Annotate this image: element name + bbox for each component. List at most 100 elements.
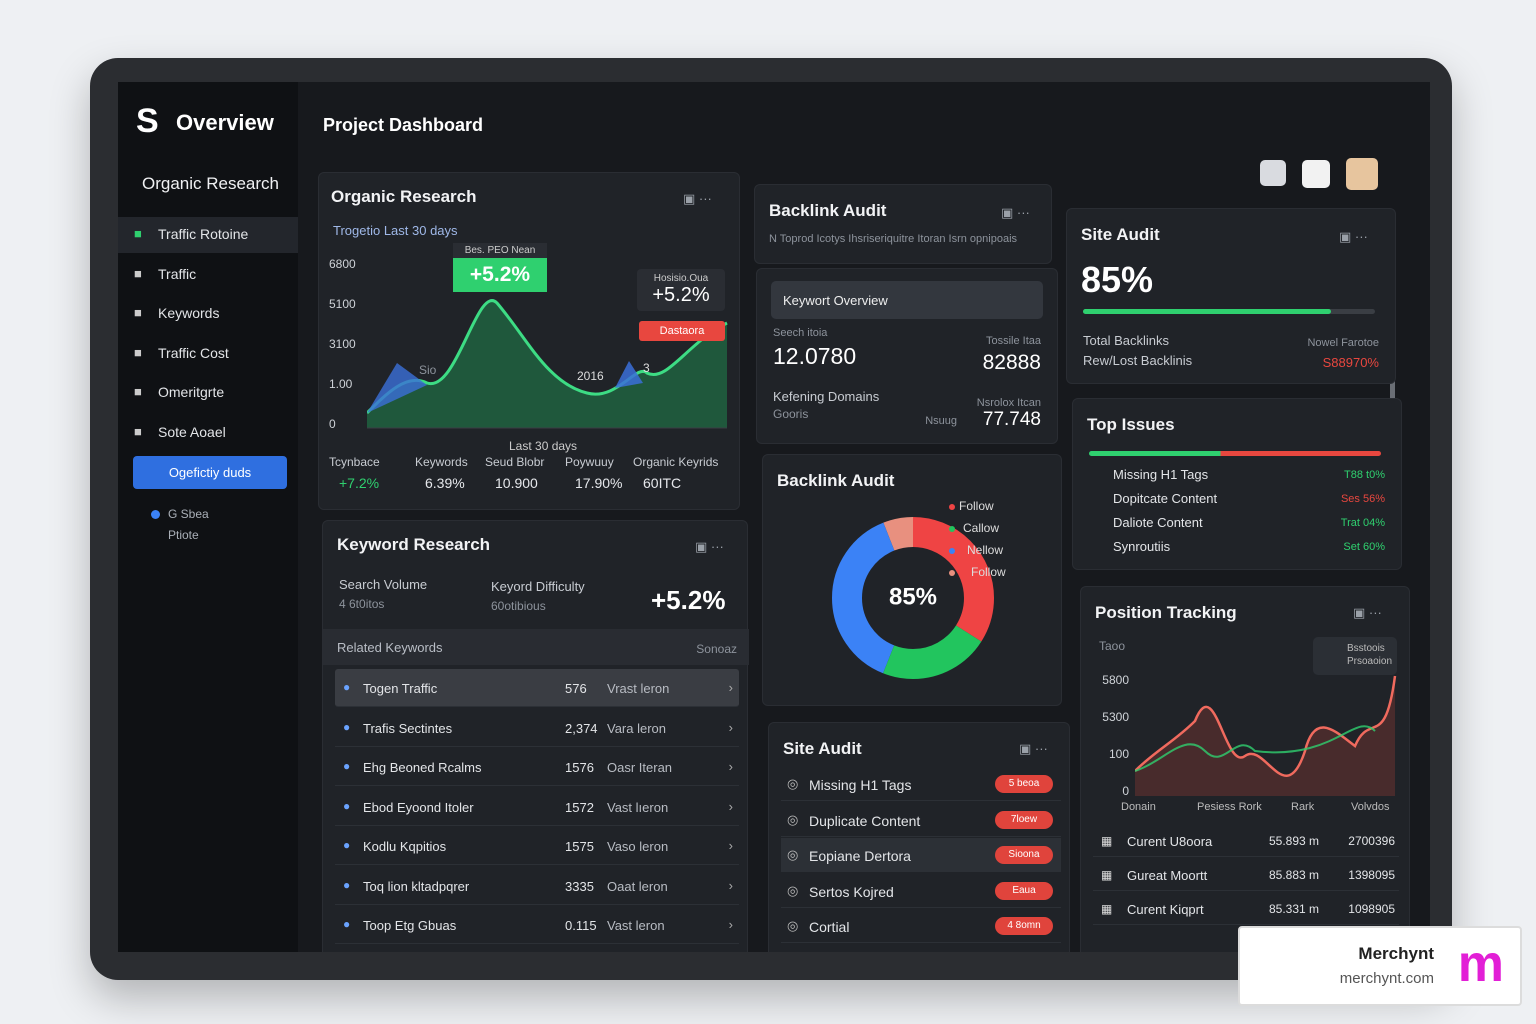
line [367,299,728,415]
legend: Bsstoois Prsoaoion [1313,637,1397,675]
nav-item[interactable]: ■ Traffic [118,257,298,293]
legend-label: Follow [959,499,994,513]
volume: 3335 [565,878,594,894]
sort[interactable]: Sonoaz [696,642,737,656]
audit-row: ◎ Sertos Kojred Eaua [781,874,1061,908]
ref-right-label: Nsrolox Itcan [976,397,1041,409]
right-label: Tossile Itaa [985,335,1041,347]
row-icon: ▦ [1101,868,1113,882]
audit-row: ◎ Missing H1 Tags 5 beoa [781,767,1061,801]
organic-chart [367,299,728,429]
badge-3: Dastaora [639,321,725,341]
audit-row: ◎ Duplicate Content 7loew [781,803,1061,837]
row-icon: ● [343,719,351,734]
status: Vrast leron [607,681,670,696]
search-box[interactable]: Keywort Overview [771,281,1043,319]
donut-segment [832,517,994,679]
stat-value: 10.900 [495,475,538,491]
panel-icons[interactable]: ▣ ··· [683,191,712,206]
label: Duplicate Content [809,812,921,829]
backlink-top: Backlink Audit ▣ ··· N Toprod Icotys Ihs… [754,184,1052,264]
x-label: Donain [1121,801,1156,813]
keyword-row[interactable]: ● Toop Etg Gbuas 0.115 Vast leron › [335,906,739,944]
sidebar-button[interactable]: Ogefictiy duds [133,456,287,489]
keyword-row[interactable]: ● Kodlu Kqpitios 1575 Vaso leron › [335,827,739,865]
stat-label: Tcynbace [329,455,380,469]
keyword-row[interactable]: ● Trafis Sectintes 2,374 Vara leron › [335,709,739,747]
y-label: 5800 [1102,673,1129,687]
nav-item[interactable]: ■ Traffic Rotoine [118,217,298,253]
y-labels: 5800 5300 100 0 [1093,673,1129,803]
x-label: Pesiess Rork [1197,801,1262,813]
nav-item[interactable]: ■ Sote Aoael [118,415,298,451]
keyword-row[interactable]: ● Ebod Eyoond Itoler 1572 Vast lıeron › [335,788,739,826]
y-label: 5300 [1102,710,1129,724]
nav-item[interactable]: ■ Traffic Cost [118,336,298,372]
series-b [367,363,427,413]
nav-label: Traffic [158,265,197,282]
left-value: 12.0780 [773,343,857,369]
legend-dot [949,548,955,554]
new-lost: Rew/Lost Backlinis [1083,353,1193,368]
panel-icons[interactable]: ▣ ··· [695,539,724,554]
panel-icons[interactable]: ▣ ··· [1001,205,1030,220]
point-label: 3 [643,361,650,375]
nav-icon: ■ [134,384,142,399]
icon-inbox[interactable] [1302,160,1330,188]
panel-title: Keyword Research [337,535,491,554]
panel-icons[interactable]: ▣ ··· [1019,741,1048,756]
status: Oaat leron [607,878,668,894]
panel-title: Backlink Audit [769,201,887,220]
nav-icon: ■ [134,265,142,281]
keyword-row[interactable]: ● Togen Traffic 576 Vrast leron › [335,669,739,707]
panel-title: Organic Research [331,187,477,206]
legend-dot [949,504,955,510]
point-label: 2016 [577,369,604,383]
caption: Hosisio.Oua [653,273,709,284]
row-icon: ◎ [787,811,799,827]
keyword-row[interactable]: ● Toq lion kltadpqrer 3335 Oaat leron › [335,867,739,905]
rank: 1398095 [1348,868,1395,882]
icon-cart[interactable] [1260,160,1286,186]
panel-icons[interactable]: ▣ ··· [1353,605,1382,620]
keyword: Kodlu Kqpitios [363,839,447,854]
rows: ▦ Curent U8oora 55.893 m 2700396 ▦ Gureat Moo… [1081,825,1411,952]
row-icon: ● [343,680,351,694]
panel-icons[interactable]: ▣ ··· [1339,229,1368,244]
area [1135,676,1395,796]
issue-label: Synroutiis [1113,539,1171,554]
issue-label: Daliote Content [1113,515,1203,530]
chevron: › [728,877,733,893]
brand-logo: m [1457,935,1504,993]
kd-sub: 60otibious [491,599,546,613]
score-bar [1083,309,1332,314]
row-icon: ● [343,877,351,892]
track-row: ▦ Curent U8oora 55.893 m 2700396 [1093,825,1399,857]
status: Vast lıeron [607,799,669,815]
volume: 1572 [565,799,594,815]
nav-item[interactable]: ■ Keywords [118,296,298,332]
avatar[interactable] [1346,158,1378,190]
volume: 2,374 [565,720,598,736]
issue-label: Missing H1 Tags [1113,467,1209,482]
site-audit: Site Audit ▣ ··· 85% Total Backlinks Rew… [1066,208,1396,384]
volume: 85.883 m [1269,868,1320,882]
domain: Gureat Moortt [1127,868,1208,883]
keyword-panel: Keyword Research ▣ ··· Search Volume 4 6… [322,520,749,952]
track-row: ▦ Gureat Moortt 85.883 m 1398095 [1093,859,1399,891]
ref-right-value: 77.748 [982,409,1041,430]
score-track [1083,309,1375,314]
keyword-overview: Keywort Overview Seech itoia 12.0780 Tos… [756,268,1058,444]
volume: 55.893 m [1269,834,1320,848]
kd-label: Keyord Difficulty [491,579,585,594]
row-icon: ▦ [1101,834,1113,848]
left-label: Seech itoia [773,327,828,339]
subtitle: Trogetio Last 30 days [333,223,458,238]
keyword-row[interactable]: ● Ehg Beoned Rcalms 1576 Oasr Iteran › [335,748,739,786]
nav-icon: ■ [134,344,142,360]
donut-center: 85% [889,583,937,610]
audit-row: ◎ Eopiane Dertora Sioona [781,838,1061,872]
status: Vast leron [607,918,665,933]
y-label: 1.00 [329,377,353,391]
nav-item[interactable]: ■ Omeritgrte [118,375,298,411]
